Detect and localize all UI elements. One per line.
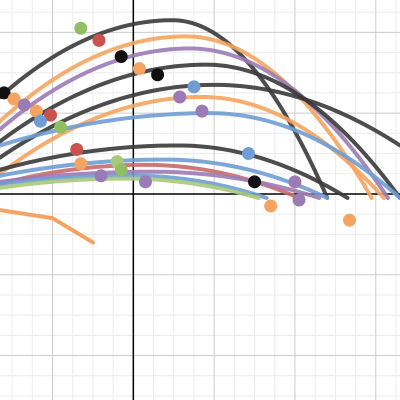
data-point-6[interactable]: [173, 90, 187, 104]
data-point-2[interactable]: [114, 50, 128, 64]
data-point-4[interactable]: [151, 68, 165, 82]
curve-3[interactable]: [0, 62, 400, 200]
data-point-20[interactable]: [138, 175, 152, 189]
data-point-21[interactable]: [241, 147, 255, 161]
data-point-3[interactable]: [132, 62, 146, 76]
data-point-13[interactable]: [33, 114, 47, 128]
curve-7[interactable]: [0, 143, 350, 200]
curve-1[interactable]: [0, 34, 374, 200]
curves-layer: [0, 18, 400, 245]
data-point-26[interactable]: [342, 213, 356, 227]
data-point-1[interactable]: [92, 33, 106, 47]
data-point-5[interactable]: [187, 80, 201, 94]
data-point-14[interactable]: [54, 120, 68, 134]
data-point-24[interactable]: [264, 199, 278, 213]
data-point-9[interactable]: [7, 92, 21, 106]
curve-8[interactable]: [0, 157, 330, 200]
data-point-22[interactable]: [248, 175, 262, 189]
data-point-19[interactable]: [94, 169, 108, 183]
data-point-11[interactable]: [29, 104, 43, 118]
data-point-18[interactable]: [114, 163, 128, 177]
points-layer: [0, 21, 356, 227]
data-point-8[interactable]: [0, 86, 11, 100]
data-point-12[interactable]: [44, 108, 58, 122]
curve-10[interactable]: [0, 169, 322, 200]
data-point-15[interactable]: [70, 142, 84, 156]
data-point-16[interactable]: [74, 157, 88, 171]
data-point-0[interactable]: [74, 21, 88, 35]
curve-12[interactable]: [0, 176, 261, 200]
curve-2[interactable]: [0, 46, 390, 200]
data-point-23[interactable]: [288, 175, 302, 189]
data-point-25[interactable]: [292, 193, 306, 207]
data-point-7[interactable]: [195, 104, 209, 118]
tail-curve[interactable]: [0, 208, 95, 245]
data-point-10[interactable]: [17, 98, 31, 112]
curve-0[interactable]: [0, 18, 330, 200]
curve-11[interactable]: [0, 173, 269, 200]
